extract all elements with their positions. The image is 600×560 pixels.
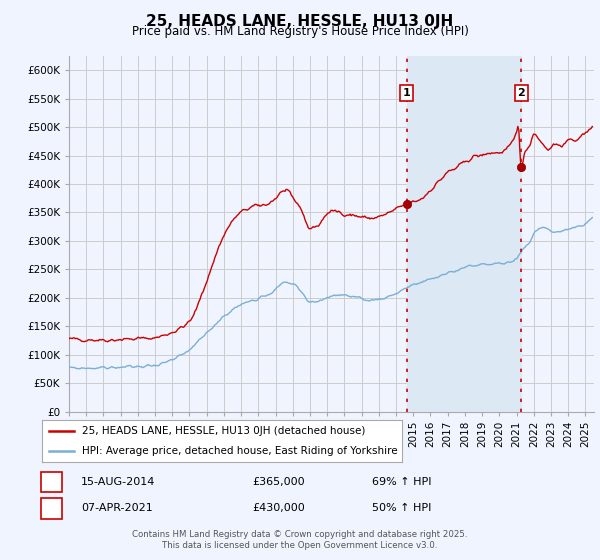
Text: Contains HM Land Registry data © Crown copyright and database right 2025.: Contains HM Land Registry data © Crown c… [132,530,468,539]
Text: 2: 2 [48,503,55,514]
Text: 1: 1 [403,88,410,98]
Text: 25, HEADS LANE, HESSLE, HU13 0JH: 25, HEADS LANE, HESSLE, HU13 0JH [146,14,454,29]
Text: 69% ↑ HPI: 69% ↑ HPI [372,477,431,487]
Text: Price paid vs. HM Land Registry's House Price Index (HPI): Price paid vs. HM Land Registry's House … [131,25,469,38]
Text: 25, HEADS LANE, HESSLE, HU13 0JH (detached house): 25, HEADS LANE, HESSLE, HU13 0JH (detach… [82,426,365,436]
Text: £430,000: £430,000 [252,503,305,514]
Text: 50% ↑ HPI: 50% ↑ HPI [372,503,431,514]
Text: 07-APR-2021: 07-APR-2021 [81,503,153,514]
Text: HPI: Average price, detached house, East Riding of Yorkshire: HPI: Average price, detached house, East… [82,446,397,456]
Text: £365,000: £365,000 [252,477,305,487]
Text: 1: 1 [48,477,55,487]
Text: 2: 2 [517,88,525,98]
Bar [407,56,521,412]
Text: This data is licensed under the Open Government Licence v3.0.: This data is licensed under the Open Gov… [163,541,437,550]
Text: 15-AUG-2014: 15-AUG-2014 [81,477,155,487]
